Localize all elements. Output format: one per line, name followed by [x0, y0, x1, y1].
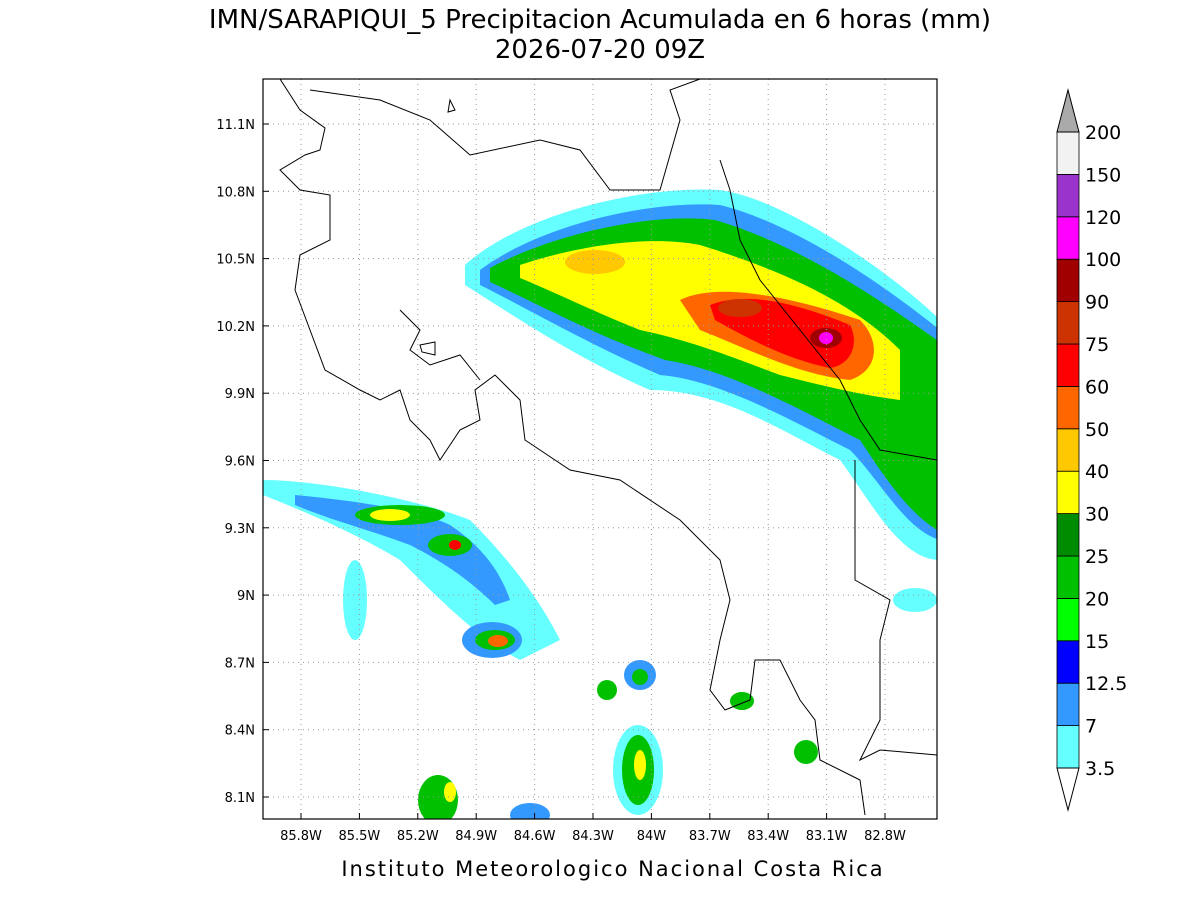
colorbar-segment [1056, 555, 1080, 599]
colorbar-segment [1056, 343, 1080, 387]
colorbar-label: 120 [1085, 207, 1121, 229]
colorbar-label: 50 [1085, 419, 1109, 441]
colorbar-label: 20 [1085, 588, 1109, 610]
colorbar-label: 7 [1085, 716, 1097, 738]
colorbar-label: 200 [1085, 122, 1121, 144]
colorbar-label: 25 [1085, 546, 1109, 568]
colorbar-label: 90 [1085, 292, 1109, 314]
colorbar-label: 150 [1085, 164, 1121, 186]
lon-tick-label: 84.3W [572, 829, 614, 844]
title: IMN/SARAPIQUI_5 Precipitacion Acumulada … [209, 5, 991, 35]
lat-tick-label: 8.1N [225, 791, 255, 806]
lat-tick-label: 9.3N [225, 522, 255, 537]
colorbar-segment [1056, 725, 1080, 769]
colorbar-label: 3.5 [1085, 758, 1115, 780]
colorbar-label: 15 [1085, 631, 1109, 653]
colorbar-segment [1056, 640, 1080, 684]
lat-tick-label: 10.2N [216, 320, 255, 335]
lon-tick-label: 83.7W [689, 829, 731, 844]
colorbar-segment [1056, 598, 1080, 642]
lat-tick-label: 8.4N [225, 724, 255, 739]
colorbar-segment [1056, 385, 1080, 430]
colorbar-label: 12.5 [1085, 673, 1127, 695]
colorbar-under [1056, 767, 1080, 812]
colorbar-segment [1056, 682, 1080, 727]
map-frame [262, 78, 938, 820]
colorbar-segment [1056, 428, 1080, 472]
colorbar-over [1056, 88, 1080, 133]
lon-tick-label: 84W [637, 829, 667, 844]
colorbar-segment [1056, 258, 1080, 303]
lon-tick-label: 85.2W [397, 829, 439, 844]
lat-tick-label: 9N [237, 589, 255, 604]
colorbar-segment [1056, 216, 1080, 260]
colorbar-segment [1056, 470, 1080, 515]
subtitle: 2026-07-20 09Z [495, 35, 705, 65]
lat-tick-label: 11.1N [216, 118, 255, 133]
lat-tick-label: 9.6N [225, 455, 255, 470]
footer: Instituto Meteorologico Nacional Costa R… [341, 857, 884, 881]
colorbar-label: 30 [1085, 504, 1109, 526]
colorbar-segment [1056, 301, 1080, 345]
lon-tick-label: 83.1W [806, 829, 848, 844]
lon-tick-label: 85.8W [280, 829, 322, 844]
graticule [263, 79, 937, 819]
lat-tick-label: 10.5N [216, 253, 255, 268]
colorbar-label: 100 [1085, 249, 1121, 271]
lat-tick-label: 8.7N [225, 656, 255, 671]
colorbar-label: 40 [1085, 461, 1109, 483]
colorbar-segment [1056, 131, 1080, 175]
colorbar-label: 60 [1085, 376, 1109, 398]
precip-field [263, 189, 937, 819]
lon-tick-label: 83.4W [747, 829, 789, 844]
colorbar-segment [1056, 173, 1080, 218]
lon-tick-label: 84.9W [455, 829, 497, 844]
colorbar-label: 75 [1085, 334, 1109, 356]
lon-tick-label: 82.8W [864, 829, 906, 844]
coastline [279, 79, 937, 816]
lat-tick-label: 10.8N [216, 185, 255, 200]
lon-tick-label: 85.5W [338, 829, 380, 844]
lat-tick-label: 9.9N [225, 387, 255, 402]
lon-tick-label: 84.6W [514, 829, 556, 844]
colorbar-segment [1056, 513, 1080, 557]
colorbar: 3.5 7 12.5 15 20 25 30 40 50 60 75 90 100 120 150 200 [1056, 88, 1127, 812]
